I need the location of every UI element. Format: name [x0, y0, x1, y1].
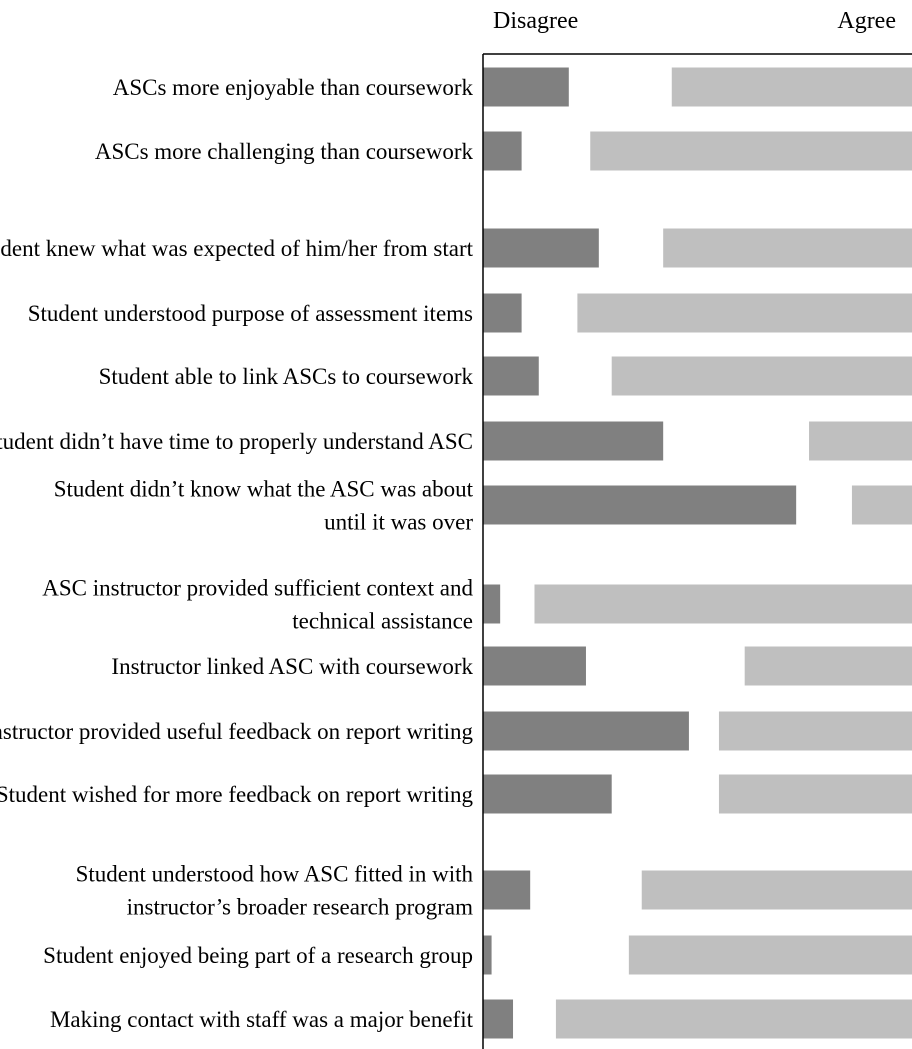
bar-agree-13 — [628, 935, 912, 975]
bar-agree-1 — [671, 67, 912, 107]
bar-disagree-1 — [483, 67, 569, 107]
category-label-7-line-1: Student didn’t know what the ASC was abo… — [54, 477, 474, 502]
bar-disagree-14 — [483, 999, 514, 1039]
category-label-12-line-1: Student understood how ASC fitted in wit… — [76, 862, 474, 887]
header-agree: Agree — [837, 8, 896, 34]
bar-agree-9 — [744, 646, 912, 686]
bar-agree-5 — [611, 356, 912, 396]
category-label-14: Making contact with staff was a major be… — [50, 1007, 474, 1032]
bar-agree-12 — [641, 870, 912, 910]
bar-disagree-9 — [483, 646, 586, 686]
bar-disagree-13 — [483, 935, 492, 975]
bar-agree-3 — [663, 228, 912, 268]
bar-disagree-10 — [483, 711, 689, 751]
bar-disagree-7 — [483, 485, 797, 525]
bar-disagree-11 — [483, 774, 612, 814]
bars-group — [483, 67, 912, 1039]
category-label-4: Student understood purpose of assessment… — [28, 301, 473, 326]
category-label-8-line-2: technical assistance — [292, 609, 473, 634]
category-label-9: Instructor linked ASC with coursework — [111, 654, 473, 679]
category-label-8-line-1: ASC instructor provided sufficient conte… — [42, 576, 473, 601]
category-label-11: Student wished for more feedback on repo… — [0, 782, 473, 807]
bar-agree-10 — [718, 711, 912, 751]
bar-agree-4 — [577, 293, 912, 333]
bar-disagree-3 — [483, 228, 599, 268]
bar-disagree-6 — [483, 421, 664, 461]
bar-disagree-2 — [483, 131, 522, 171]
category-label-1: ASCs more enjoyable than coursework — [113, 75, 474, 100]
category-label-3: Student knew what was expected of him/he… — [0, 236, 474, 261]
category-label-2: ASCs more challenging than coursework — [95, 139, 474, 164]
bar-disagree-12 — [483, 870, 531, 910]
category-label-10: Instructor provided useful feedback on r… — [0, 719, 473, 744]
bar-agree-7 — [851, 485, 912, 525]
category-label-13: Student enjoyed being part of a research… — [43, 943, 473, 968]
bar-disagree-4 — [483, 293, 522, 333]
category-label-5: Student able to link ASCs to coursework — [99, 364, 474, 389]
bar-disagree-5 — [483, 356, 539, 396]
labels-group: ASCs more enjoyable than coursework ASCs … — [0, 75, 474, 1032]
bar-disagree-8 — [483, 584, 501, 624]
category-label-6: Student didn’t have time to properly und… — [0, 429, 473, 454]
category-label-7-line-2: until it was over — [324, 510, 473, 535]
category-label-12-line-2: instructor’s broader research program — [127, 895, 473, 920]
bar-agree-11 — [718, 774, 912, 814]
bar-agree-2 — [590, 131, 912, 171]
bar-agree-8 — [534, 584, 912, 624]
bar-agree-14 — [555, 999, 912, 1039]
header-disagree: Disagree — [493, 8, 578, 34]
bar-agree-6 — [809, 421, 912, 461]
